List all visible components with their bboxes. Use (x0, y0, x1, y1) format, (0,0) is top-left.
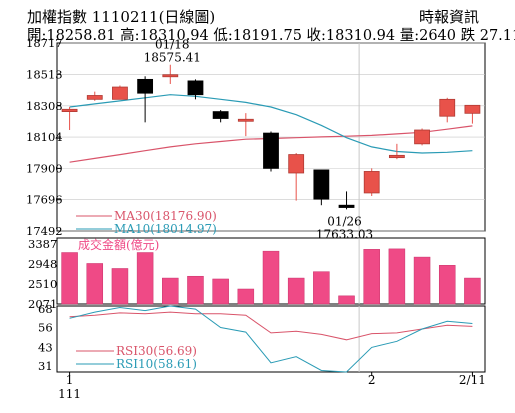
volume-bar (136, 252, 154, 305)
price-tick-label: 17492 (26, 224, 63, 238)
candle (363, 168, 380, 197)
volume-bar (237, 288, 255, 305)
price-tick-label: 18104 (26, 130, 63, 144)
price-tick-label: 17900 (26, 161, 63, 175)
rsi-line-rsi10 (69, 305, 473, 373)
volume-bar (438, 265, 456, 305)
candle (112, 85, 128, 100)
candle-body (237, 118, 254, 122)
rsi-panel-frame (56, 305, 486, 373)
volume-bar (111, 268, 129, 305)
price-tick-label: 18513 (26, 67, 63, 81)
annotation-value: 18575.41 (144, 51, 201, 65)
chart-title: 加權指數 1110211(日線圖) (27, 8, 216, 26)
candle (86, 91, 103, 101)
volume-tick-label: 3387 (28, 237, 57, 251)
candle (414, 128, 430, 146)
legend-label-rsi10: RSI10(58.61) (116, 357, 197, 371)
candle-body (86, 95, 103, 100)
rsi-axis: 68 56 43 31 (38, 302, 53, 373)
candle (464, 104, 481, 124)
volume-tick-label: 2948 (28, 257, 57, 271)
ohlc-summary: 開:18258.81 高:18310.94 低:18191.75 收:18310… (27, 28, 515, 44)
candle (263, 131, 279, 172)
candle (61, 106, 78, 131)
volume-axis: 3387 2948 2510 2071 (28, 237, 57, 311)
candle (212, 110, 229, 123)
legend-label-ma30: MA30(18176.90) (114, 209, 217, 223)
volume-bar (287, 277, 305, 305)
volume-bar (262, 250, 280, 305)
volume-title: 成交金額(億元) (78, 237, 159, 252)
candle-body (338, 204, 355, 208)
price-tick-label: 18308 (26, 99, 63, 113)
volume-bar (363, 249, 380, 305)
candle (237, 113, 254, 137)
volume-bar (464, 277, 481, 305)
rsi-line-rsi30 (69, 311, 473, 341)
rsi-lines (69, 305, 473, 373)
volume-bar (413, 256, 431, 305)
volume-title-label: 成交金額(億元) (78, 237, 159, 252)
candle (313, 169, 330, 206)
volume-bars (61, 248, 481, 305)
rsi-tick-label: 31 (38, 359, 53, 373)
price-tick-label: 17696 (26, 193, 63, 207)
legend-label-rsi30: RSI30(56.69) (116, 344, 197, 358)
candle (137, 76, 154, 123)
volume-bar (61, 252, 78, 305)
volume-bar (388, 248, 406, 305)
annotation-value: 17633.03 (316, 227, 373, 241)
legend-label-ma10: MA10(18014.97) (114, 222, 217, 236)
candle-body (263, 132, 279, 169)
volume-tick-label: 2071 (28, 297, 57, 311)
candle-body (439, 98, 456, 117)
source-label: 時報資訊 (419, 8, 480, 26)
candle (288, 153, 305, 201)
rsi-tick-label: 56 (38, 320, 53, 334)
volume-bar (162, 277, 179, 305)
candle (439, 97, 456, 123)
rsi-tick-label: 68 (38, 302, 53, 316)
candle (162, 64, 179, 84)
volume-bar (187, 275, 204, 305)
candle-body (212, 111, 229, 119)
price-axis: 18717 18513 18308 18104 17900 17696 17492 (26, 36, 63, 238)
candle-body (363, 171, 380, 194)
candle-body (61, 108, 78, 113)
price-tick-label: 18717 (26, 36, 63, 50)
x-tick-label: 2 (368, 373, 376, 387)
annotation-date: 01/18 (155, 38, 190, 52)
x-tick-label: 111 (58, 387, 81, 401)
candlesticks (61, 64, 481, 210)
x-tick-label: 2/11 (459, 373, 486, 387)
ma-legend: MA30(18176.90)MA10(18014.97) (76, 209, 217, 236)
candle-body (313, 169, 330, 200)
candle (338, 191, 355, 210)
volume-bar (212, 278, 229, 305)
volume-bar (86, 263, 104, 305)
candle-body (187, 80, 204, 96)
candle (187, 79, 204, 100)
candle-body (112, 86, 128, 100)
ma-line-ma10 (69, 94, 473, 154)
annotation-date: 01/26 (327, 214, 362, 228)
volume-bar (313, 271, 330, 305)
candle (388, 143, 405, 160)
candle-body (388, 154, 405, 159)
volume-tick-label: 2510 (28, 277, 57, 291)
candle-body (288, 154, 305, 174)
candle-body (464, 104, 481, 114)
candle-body (414, 129, 430, 145)
candle-body (162, 74, 179, 78)
rsi-tick-label: 43 (38, 340, 53, 354)
candle-body (137, 78, 154, 94)
volume-bar (338, 295, 355, 305)
x-tick-label: 1 (66, 373, 74, 387)
rsi-legend: RSI30(56.69)RSI10(58.61) (76, 344, 197, 371)
